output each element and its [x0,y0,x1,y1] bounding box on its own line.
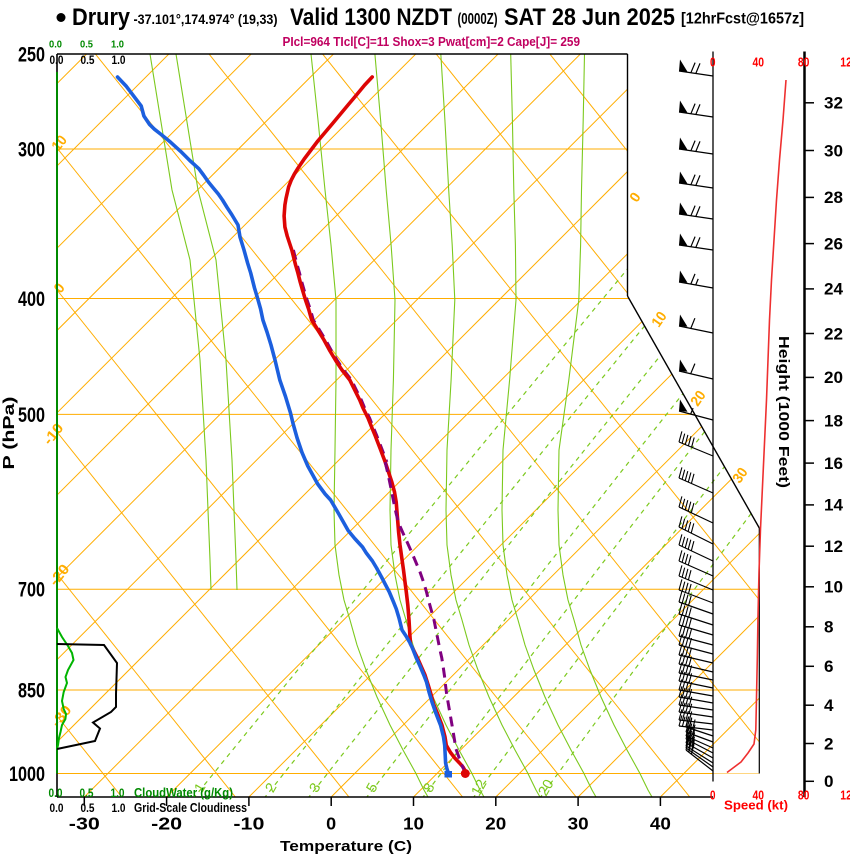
svg-text:1.0: 1.0 [112,53,126,67]
svg-text:4: 4 [824,697,834,715]
svg-text:Height (1000 Feet): Height (1000 Feet) [775,336,792,488]
svg-text:0.0: 0.0 [50,801,64,815]
svg-text:14: 14 [824,497,844,515]
svg-text:-10: -10 [233,814,264,834]
svg-text:28: 28 [824,189,843,207]
svg-text:Valid 1300 NZDT: Valid 1300 NZDT [290,4,452,31]
svg-text:1000: 1000 [9,763,45,786]
svg-text:1.0: 1.0 [111,39,124,51]
svg-text:[12hrFcst@1657z]: [12hrFcst@1657z] [681,11,804,28]
svg-text:16: 16 [824,455,843,473]
svg-text:6: 6 [824,658,834,676]
svg-text:(0000Z): (0000Z) [458,11,498,28]
svg-text:1.0: 1.0 [112,801,126,815]
svg-text:30: 30 [824,142,843,160]
svg-text:1.0: 1.0 [111,786,125,800]
svg-text:12: 12 [824,538,843,556]
svg-text:-30: -30 [69,814,100,834]
svg-text:Grid-Scale Cloudiness: Grid-Scale Cloudiness [134,801,247,815]
svg-text:CloudWater (g/Kg): CloudWater (g/Kg) [134,786,233,800]
svg-text:500: 500 [18,404,45,427]
svg-text:400: 400 [18,288,45,311]
svg-text:40: 40 [650,814,671,834]
svg-text:30: 30 [568,814,589,834]
svg-text:20: 20 [485,814,506,834]
svg-text:120: 120 [840,789,850,803]
svg-text:700: 700 [18,579,45,602]
svg-text:32: 32 [824,95,843,113]
svg-text:0.0: 0.0 [50,53,64,67]
svg-text:10: 10 [403,814,424,834]
svg-text:2: 2 [824,735,834,753]
svg-text:P (hPa): P (hPa) [1,397,18,470]
svg-text:0: 0 [710,789,716,803]
svg-text:Drury: Drury [72,4,131,31]
svg-text:26: 26 [824,235,843,253]
svg-text:8: 8 [824,619,834,637]
svg-text:22: 22 [824,325,843,343]
svg-text:24: 24 [824,281,844,299]
svg-text:850: 850 [18,680,45,703]
svg-text:0.5: 0.5 [81,53,95,67]
svg-text:18: 18 [824,412,843,430]
svg-text:PIcl=964 TIcl[C]=11 Shox=3 Pwa: PIcl=964 TIcl[C]=11 Shox=3 Pwat[cm]=2 Ca… [283,34,581,49]
svg-text:80: 80 [798,56,810,70]
svg-text:10: 10 [824,579,843,597]
svg-text:300: 300 [18,139,45,162]
svg-text:0.5: 0.5 [80,39,93,51]
svg-text:-37.101°,174.974° (19,33): -37.101°,174.974° (19,33) [134,11,278,27]
svg-text:0.5: 0.5 [80,786,94,800]
svg-text:0.0: 0.0 [49,786,63,800]
svg-text:0: 0 [326,814,336,834]
svg-text:250: 250 [18,44,45,67]
svg-text:0.5: 0.5 [81,801,95,815]
svg-text:40: 40 [752,56,764,70]
svg-text:Temperature (C): Temperature (C) [280,838,412,855]
svg-text:120: 120 [840,56,850,70]
svg-text:0: 0 [710,56,716,70]
svg-text:SAT 28 Jun 2025: SAT 28 Jun 2025 [504,4,675,31]
svg-text:Speed (kt): Speed (kt) [724,799,788,813]
svg-text:0.0: 0.0 [49,39,62,51]
svg-text:0: 0 [824,773,834,791]
svg-text:-20: -20 [151,814,182,834]
svg-text:80: 80 [798,789,810,803]
svg-text:20: 20 [824,369,843,387]
